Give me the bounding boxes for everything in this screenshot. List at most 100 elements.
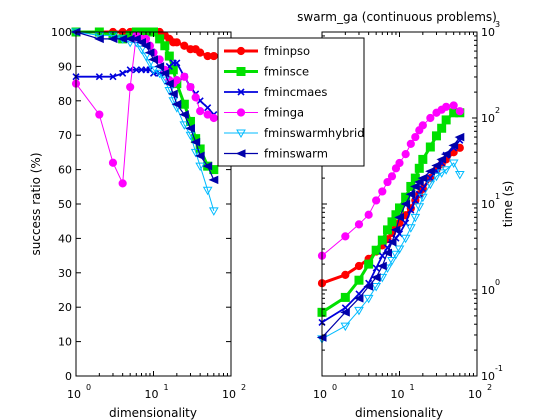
left-y-tick-label: 40 [58, 232, 72, 245]
right-fminsce-marker [418, 154, 428, 164]
legend: fminpso fminsce fmincmaes fminga fminswarmhy… [217, 37, 365, 167]
left-y-tick-label: 70 [58, 129, 72, 142]
left-fminpso-marker [209, 51, 218, 61]
right-fminswarm-marker [363, 282, 374, 291]
right-y-tick-label: 10 [481, 198, 495, 211]
legend-label-fminsce: fminsce [264, 65, 309, 79]
right-fminswarmhybrid-marker [441, 166, 452, 175]
left-x-tick-exponent: 0 [86, 383, 91, 392]
left-fminpso-marker [196, 48, 205, 57]
left-fmincmaes-marker [204, 104, 212, 112]
left-fminga-marker [191, 93, 200, 102]
left-series-group [70, 27, 219, 216]
left-fminga-marker [95, 110, 104, 119]
right-y-tick-label: 10 [481, 26, 495, 39]
left-y-tick-label: 90 [58, 60, 72, 73]
right-fminswarm-marker [394, 213, 404, 222]
left-fminswarmhybrid-marker [185, 131, 196, 141]
left-fminswarm-marker [202, 161, 213, 171]
right-fminswarmhybrid-marker [431, 172, 442, 182]
left-fminga-marker [186, 82, 195, 92]
left-x-axis-label: dimensionality [109, 406, 197, 420]
right-fminswarm-marker [386, 237, 397, 247]
left-y-tick-label: 0 [65, 370, 72, 383]
right-series-fminga [317, 101, 464, 260]
right-fminswarmhybrid-marker [394, 245, 405, 254]
right-fminga-marker [411, 132, 420, 142]
right-fminsce-marker [377, 235, 387, 245]
right-y-tick-exponent: 3 [495, 20, 500, 29]
left-fminswarm-marker [131, 34, 141, 44]
right-chart-title: swarm_ga (continuous problems) [297, 10, 497, 24]
right-fminga-marker [401, 150, 410, 159]
right-fminswarm-marker [400, 199, 411, 209]
legend-fminswarm-marker [235, 149, 246, 158]
right-fminswarmhybrid-marker [354, 306, 364, 316]
right-y-tick-exponent: 1 [495, 192, 500, 201]
left-fminswarm-marker [190, 137, 201, 147]
left-y-tick-label: 30 [58, 267, 72, 280]
left-fminsce-marker [155, 34, 165, 44]
left-y-axis-label: success ratio (%) [29, 152, 43, 255]
right-fminga-marker [418, 121, 427, 130]
legend-items: fminpso fminsce fmincmaes fminga fminswarmhy… [224, 44, 365, 161]
left-fmincmaes-marker [119, 69, 127, 77]
right-y-tick-exponent: 2 [495, 106, 500, 115]
legend-label-fminswarmhybrid: fminswarmhybrid [264, 126, 365, 140]
right-fminsce-marker [425, 142, 435, 152]
right-fminswarm-marker [405, 189, 416, 199]
right-fminswarm-marker [431, 161, 441, 170]
left-fminswarmhybrid-marker [190, 148, 201, 158]
right-fminsce-marker [441, 115, 451, 125]
left-fminswarm-marker [185, 124, 195, 133]
right-series-fminswarmhybrid [317, 159, 465, 344]
left-y-tick-label: 20 [58, 301, 72, 314]
left-fmincmaes-marker [173, 59, 181, 67]
right-fminswarmhybrid-marker [391, 250, 401, 260]
right-fminsce-marker [371, 245, 381, 255]
left-fminswarm-marker [179, 110, 189, 119]
left-fminga-marker [118, 179, 127, 188]
left-fminswarmhybrid-marker [164, 86, 175, 96]
right-fminsce-marker [382, 225, 392, 235]
left-fminpso-marker [172, 38, 181, 47]
right-fmincmaes-marker [426, 174, 434, 182]
left-fminswarmhybrid-marker [179, 121, 190, 130]
left-fminswarm-marker [144, 48, 155, 57]
legend-label-fminga: fminga [264, 106, 304, 120]
left-fminsce-marker [164, 51, 174, 61]
right-fminsce-marker [437, 123, 447, 133]
right-fminswarmhybrid-marker [454, 171, 465, 180]
legend-label-fminpso: fminpso [264, 44, 310, 58]
right-y-tick-label: 10 [481, 370, 495, 383]
left-fminswarm-marker [159, 69, 170, 78]
left-fminswarmhybrid-marker [202, 186, 213, 196]
right-fminsce-marker [431, 131, 441, 141]
right-fminswarm-marker [448, 141, 459, 150]
legend-fminswarmhybrid-marker [236, 129, 246, 139]
left-fminswarmhybrid-marker [159, 76, 170, 86]
right-fminsce-marker [364, 259, 374, 269]
right-y-axis-label: time (s) [501, 181, 515, 228]
left-fminswarm-marker [208, 175, 219, 185]
left-x-tick-exponent: 1 [164, 383, 169, 392]
left-x-tick-label: 10 [222, 388, 236, 401]
right-fminga-marker [383, 177, 392, 187]
left-fminswarm-marker [164, 79, 174, 88]
right-fminswarm-marker [440, 149, 451, 159]
left-series-fminswarm [70, 27, 219, 185]
right-fminga-marker [364, 210, 373, 219]
left-fmincmaes-marker [132, 66, 140, 74]
left-x-tick-label: 10 [145, 388, 159, 401]
left-fminga-marker [203, 110, 212, 119]
right-y-tick-label: 10 [481, 284, 495, 297]
right-fmincmaes-marker [419, 185, 427, 193]
left-fminswarmhybrid-marker [208, 207, 219, 216]
right-fminswarmhybrid-marker [448, 159, 459, 168]
legend-fminsce-marker [236, 67, 246, 76]
right-fminswarm-marker [382, 248, 392, 258]
left-fminswarmhybrid-marker [136, 45, 147, 55]
